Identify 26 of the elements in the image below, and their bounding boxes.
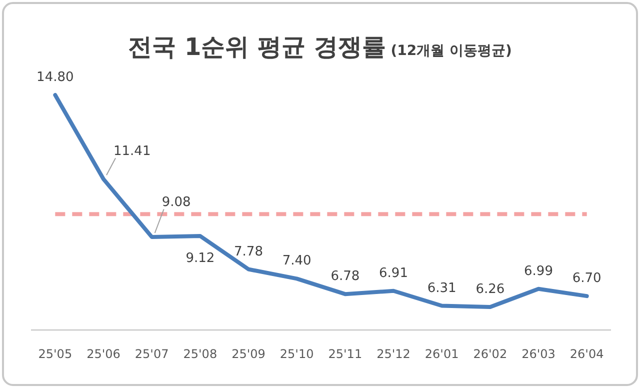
chart-title: 전국 1순위 평균 경쟁률 [128, 33, 386, 61]
x-tick-label: 25'09 [232, 347, 266, 361]
x-tick-label: 25'05 [38, 347, 72, 361]
x-tick-label: 25'07 [134, 347, 169, 361]
x-tick-label: 25'10 [280, 347, 314, 361]
data-label: 6.99 [524, 264, 553, 279]
data-label: 14.80 [36, 70, 74, 85]
x-tick-label: 26'04 [570, 347, 604, 361]
data-label: 6.78 [330, 269, 360, 284]
data-label: 7.78 [234, 244, 263, 260]
data-label: 6.31 [427, 280, 456, 296]
data-label: 6.70 [572, 271, 602, 286]
data-label: 6.26 [476, 282, 505, 297]
data-label: 11.41 [114, 144, 151, 160]
x-tick-label: 26'03 [522, 347, 556, 361]
data-label: 9.08 [162, 195, 191, 210]
data-label: 7.40 [282, 254, 312, 269]
chart-subtitle: (12개월 이동평균) [386, 43, 512, 59]
data-label: 9.12 [186, 251, 215, 266]
x-tick-label: 26'02 [473, 347, 508, 361]
x-tick-label: 25'08 [183, 347, 218, 361]
x-tick-label: 25'12 [376, 347, 410, 361]
x-tick-label: 26'01 [424, 347, 459, 361]
x-tick-label: 25'06 [86, 347, 120, 361]
x-tick-label: 25'11 [328, 347, 362, 361]
data-label: 6.91 [379, 266, 408, 281]
